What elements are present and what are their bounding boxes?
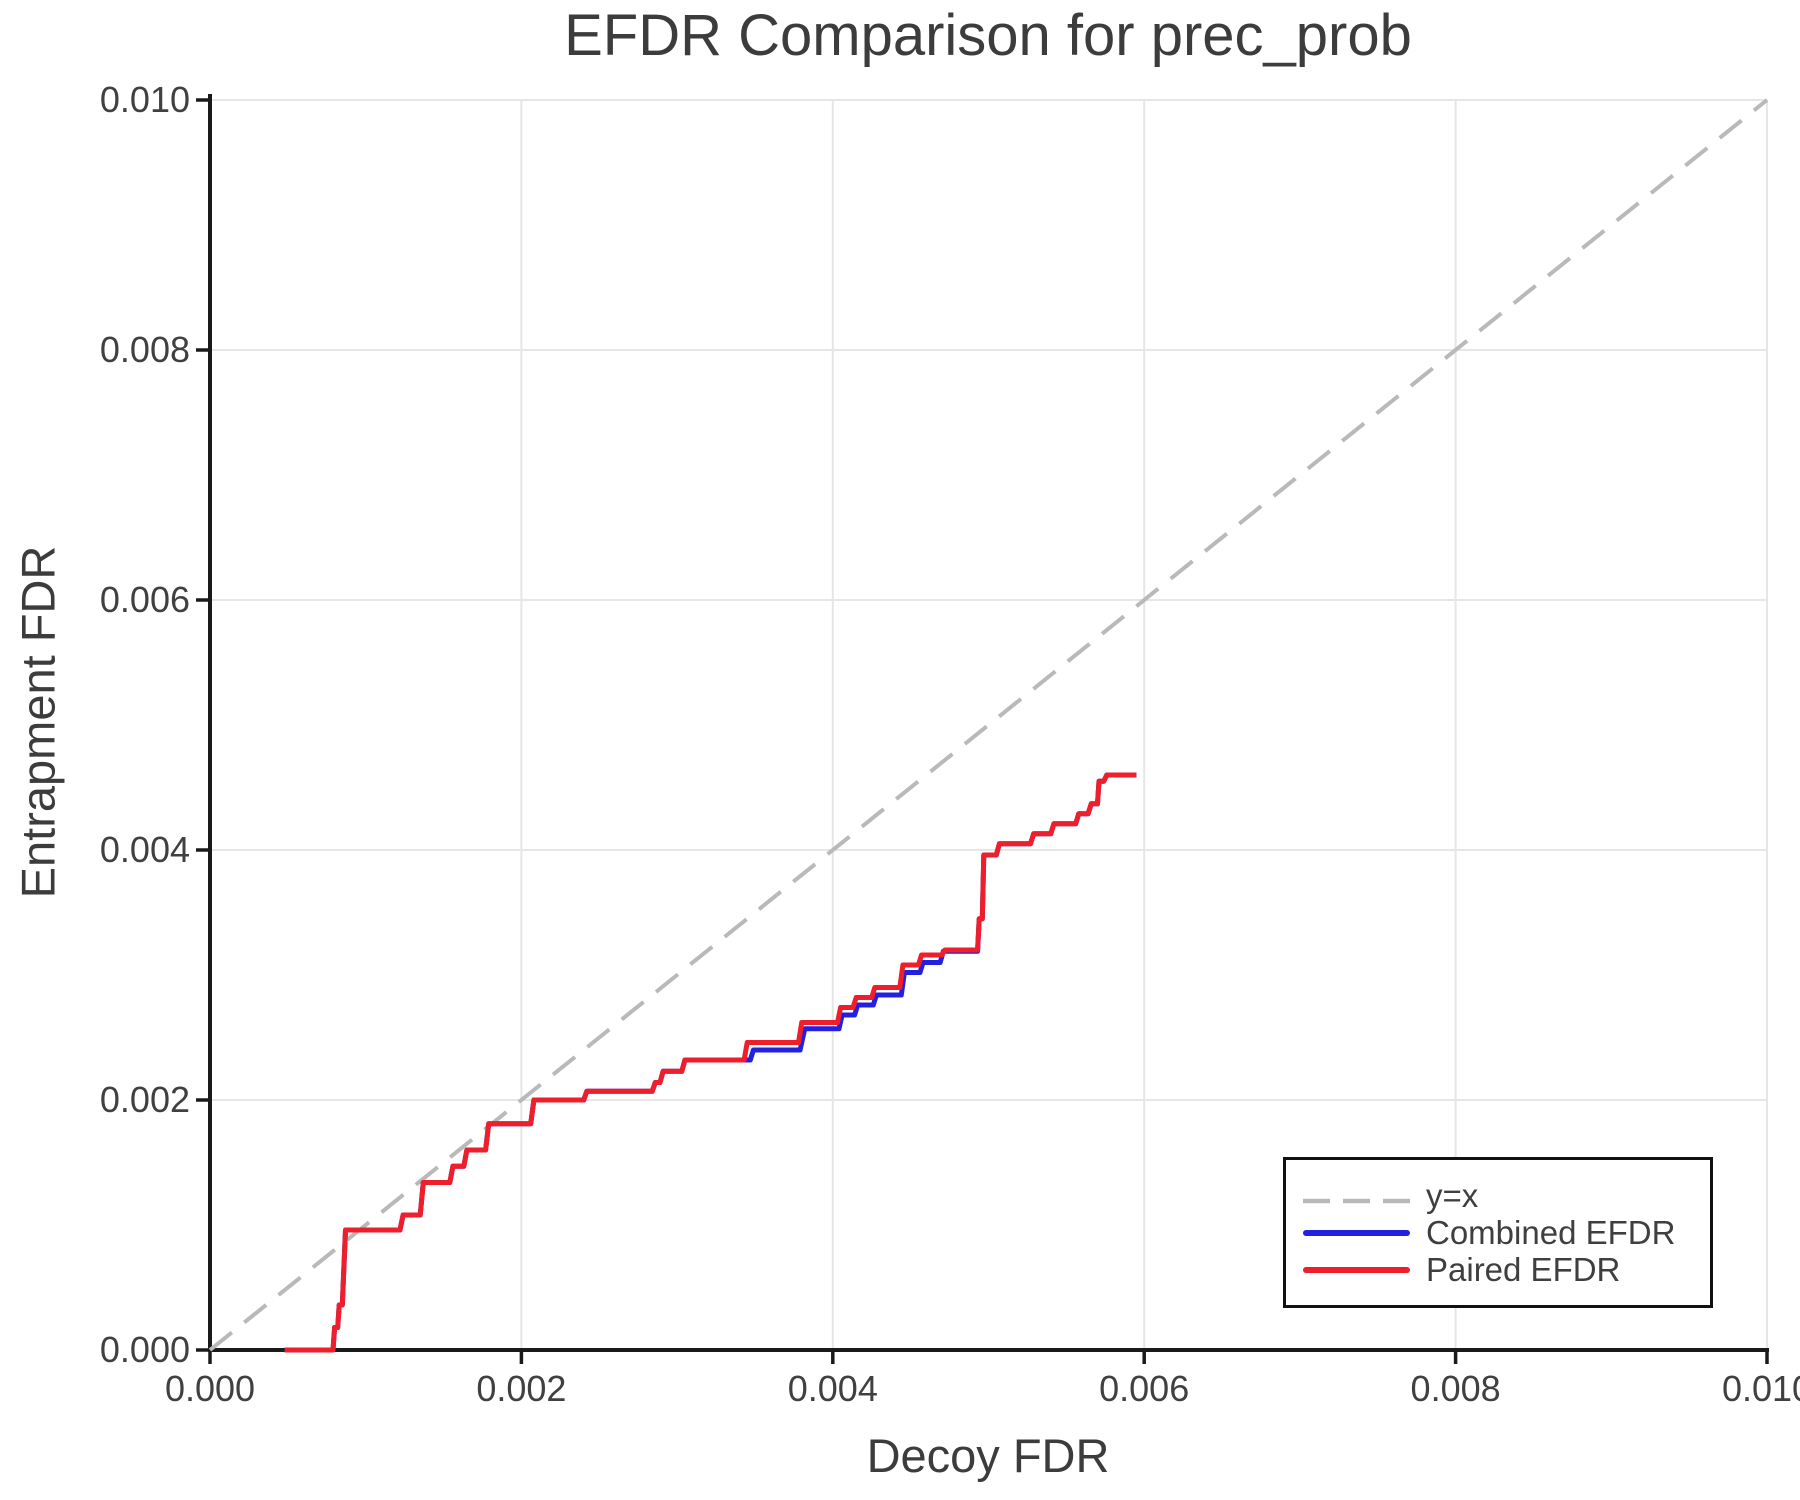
y-tick-label: 0.004: [99, 829, 190, 870]
legend-label-combined-efdr: Combined EFDR: [1426, 1213, 1676, 1251]
blue-line-sample-icon: [1303, 1229, 1410, 1237]
x-tick-label: 0.000: [164, 1368, 256, 1409]
y-tick-label: 0.010: [99, 79, 190, 120]
legend-label-paired-efdr: Paired EFDR: [1426, 1250, 1621, 1288]
series-y-x: [208, 98, 1769, 1352]
x-tick-label: 0.006: [1099, 1368, 1190, 1409]
red-line-sample-icon: [1303, 1266, 1410, 1274]
x-tick-label: 0.002: [476, 1368, 567, 1409]
dashed-line-sample-icon: [1303, 1192, 1410, 1203]
y-tick-label: 0.000: [99, 1329, 190, 1370]
legend-item-yx: y=x: [1303, 1177, 1710, 1214]
legend: y=x Combined EFDR Paired EFDR: [1283, 1157, 1713, 1308]
legend-label-yx: y=x: [1426, 1176, 1479, 1214]
legend-item-paired-efdr: Paired EFDR: [1303, 1251, 1710, 1288]
x-axis-title: Decoy FDR: [866, 1429, 1110, 1482]
y-tick-label: 0.006: [99, 579, 190, 620]
x-tick-label: 0.010: [1721, 1368, 1800, 1409]
legend-item-combined-efdr: Combined EFDR: [1303, 1214, 1710, 1251]
x-tick-label: 0.004: [787, 1368, 878, 1409]
x-tick-label: 0.008: [1410, 1368, 1501, 1409]
y-tick-label: 0.002: [99, 1079, 190, 1120]
series-paired-efdr: [284, 772, 1137, 1353]
chart-title: EFDR Comparison for prec_prob: [564, 3, 1412, 68]
y-tick-label: 0.008: [99, 329, 190, 370]
